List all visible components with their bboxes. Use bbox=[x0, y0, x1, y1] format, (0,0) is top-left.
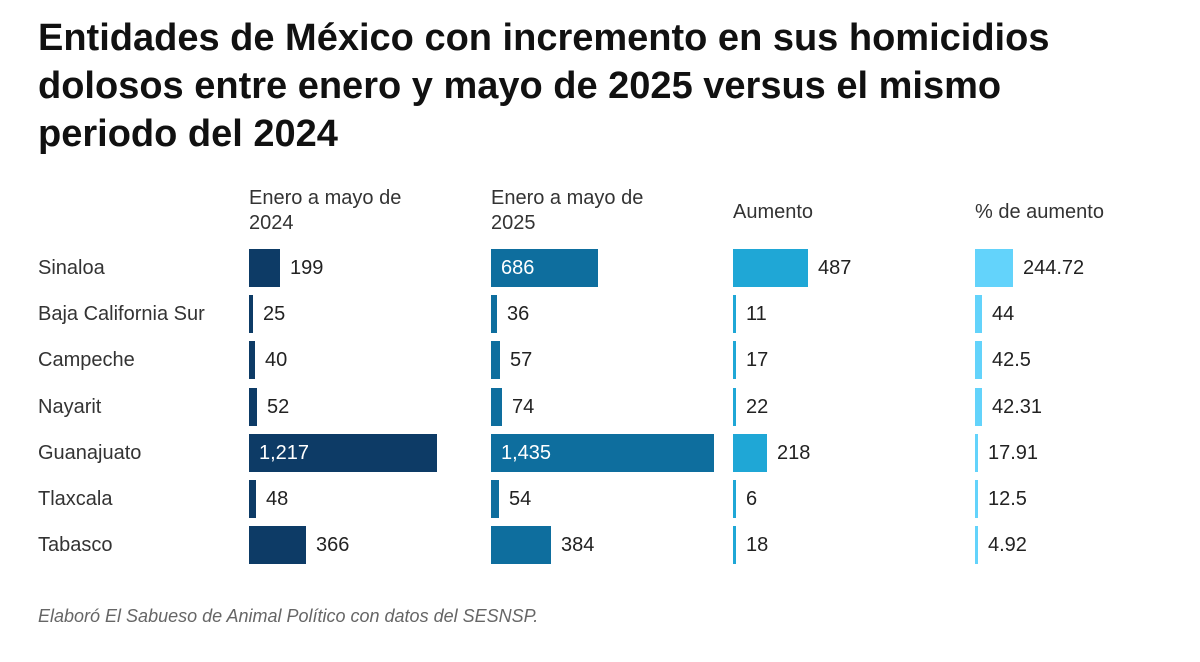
value-label-pct: 42.31 bbox=[992, 395, 1043, 418]
value-label-c2024: 40 bbox=[265, 349, 288, 372]
value-label-c2025: 57 bbox=[510, 349, 533, 372]
bar-c2025 bbox=[491, 479, 499, 518]
bar-pct bbox=[975, 387, 982, 426]
value-label-c2025: 74 bbox=[512, 395, 535, 418]
value-label-c2024: 366 bbox=[316, 534, 350, 557]
bar-aumento bbox=[733, 433, 767, 472]
bar-aumento bbox=[733, 479, 736, 518]
bar-c2024 bbox=[249, 479, 256, 518]
value-label-c2025: 54 bbox=[509, 487, 532, 510]
value-label-pct: 4.92 bbox=[988, 534, 1027, 557]
row-label: Nayarit bbox=[38, 395, 102, 418]
bar-pct bbox=[975, 295, 982, 334]
value-label-c2025: 384 bbox=[561, 534, 595, 557]
bar-c2025 bbox=[491, 526, 551, 565]
column-header-c2024: Enero a mayo de 2024 bbox=[249, 186, 401, 236]
value-label-c2025: 36 bbox=[507, 303, 530, 326]
value-label-c2025: 1,435 bbox=[501, 441, 552, 464]
chart-title: Entidades de México con incremento en su… bbox=[38, 17, 1050, 155]
value-label-c2024: 48 bbox=[266, 487, 289, 510]
bar-aumento bbox=[733, 341, 736, 380]
bar-aumento bbox=[733, 249, 808, 287]
value-label-c2024: 199 bbox=[290, 257, 324, 279]
bar-c2024 bbox=[249, 295, 253, 334]
column-header-line: % de aumento bbox=[975, 201, 1104, 223]
value-label-aumento: 6 bbox=[746, 487, 758, 510]
bar-c2024 bbox=[249, 526, 306, 565]
bar-pct bbox=[975, 526, 978, 565]
value-label-aumento: 17 bbox=[746, 349, 769, 372]
value-label-pct: 42.5 bbox=[992, 349, 1031, 372]
bar-pct bbox=[975, 341, 982, 380]
row-label: Campeche bbox=[38, 349, 135, 372]
bar-c2024 bbox=[249, 433, 437, 472]
source-note: Elaboró El Sabueso de Animal Político co… bbox=[38, 606, 539, 626]
value-label-aumento: 18 bbox=[746, 534, 769, 557]
column-header-line: 2024 bbox=[249, 212, 294, 234]
column-header-pct: % de aumento bbox=[975, 200, 1104, 225]
bar-pct bbox=[975, 479, 978, 518]
value-label-pct: 12.5 bbox=[988, 487, 1027, 510]
column-header-line: 2025 bbox=[491, 212, 536, 234]
bar-c2025 bbox=[491, 249, 598, 287]
bar-c2024 bbox=[249, 341, 255, 380]
value-label-aumento: 218 bbox=[777, 441, 811, 464]
value-label-c2025: 686 bbox=[501, 257, 535, 279]
column-header-line: Enero a mayo de bbox=[249, 187, 402, 209]
bar-aumento bbox=[733, 526, 736, 565]
bar-c2024 bbox=[249, 387, 257, 426]
value-label-pct: 244.72 bbox=[1023, 257, 1085, 279]
bar-pct bbox=[975, 433, 978, 472]
row-label: Guanajuato bbox=[38, 441, 142, 464]
column-header-aumento: Aumento bbox=[733, 200, 813, 225]
bar-c2025 bbox=[491, 295, 497, 334]
value-label-aumento: 487 bbox=[818, 257, 852, 279]
value-label-c2024: 1,217 bbox=[259, 441, 310, 464]
row-label: Tabasco bbox=[38, 534, 113, 557]
value-label-aumento: 11 bbox=[746, 303, 767, 326]
row-label: Baja California Sur bbox=[38, 303, 205, 326]
row-label: Sinaloa bbox=[38, 257, 105, 279]
value-label-c2024: 52 bbox=[267, 395, 290, 418]
value-label-pct: 44 bbox=[992, 303, 1015, 326]
value-label-pct: 17.91 bbox=[988, 441, 1039, 464]
column-header-c2025: Enero a mayo de 2025 bbox=[491, 186, 643, 236]
bar-aumento bbox=[733, 387, 736, 426]
bar-c2025 bbox=[491, 433, 714, 472]
bar-c2025 bbox=[491, 387, 502, 426]
bar-pct bbox=[975, 249, 1013, 287]
bar-c2024 bbox=[249, 249, 280, 287]
bar-aumento bbox=[733, 295, 736, 334]
column-header-line: Enero a mayo de bbox=[491, 187, 644, 209]
value-label-aumento: 22 bbox=[746, 395, 769, 418]
bar-c2025 bbox=[491, 341, 500, 380]
value-label-c2024: 25 bbox=[263, 303, 286, 326]
row-label: Tlaxcala bbox=[38, 487, 113, 510]
column-header-line: Aumento bbox=[733, 201, 814, 223]
